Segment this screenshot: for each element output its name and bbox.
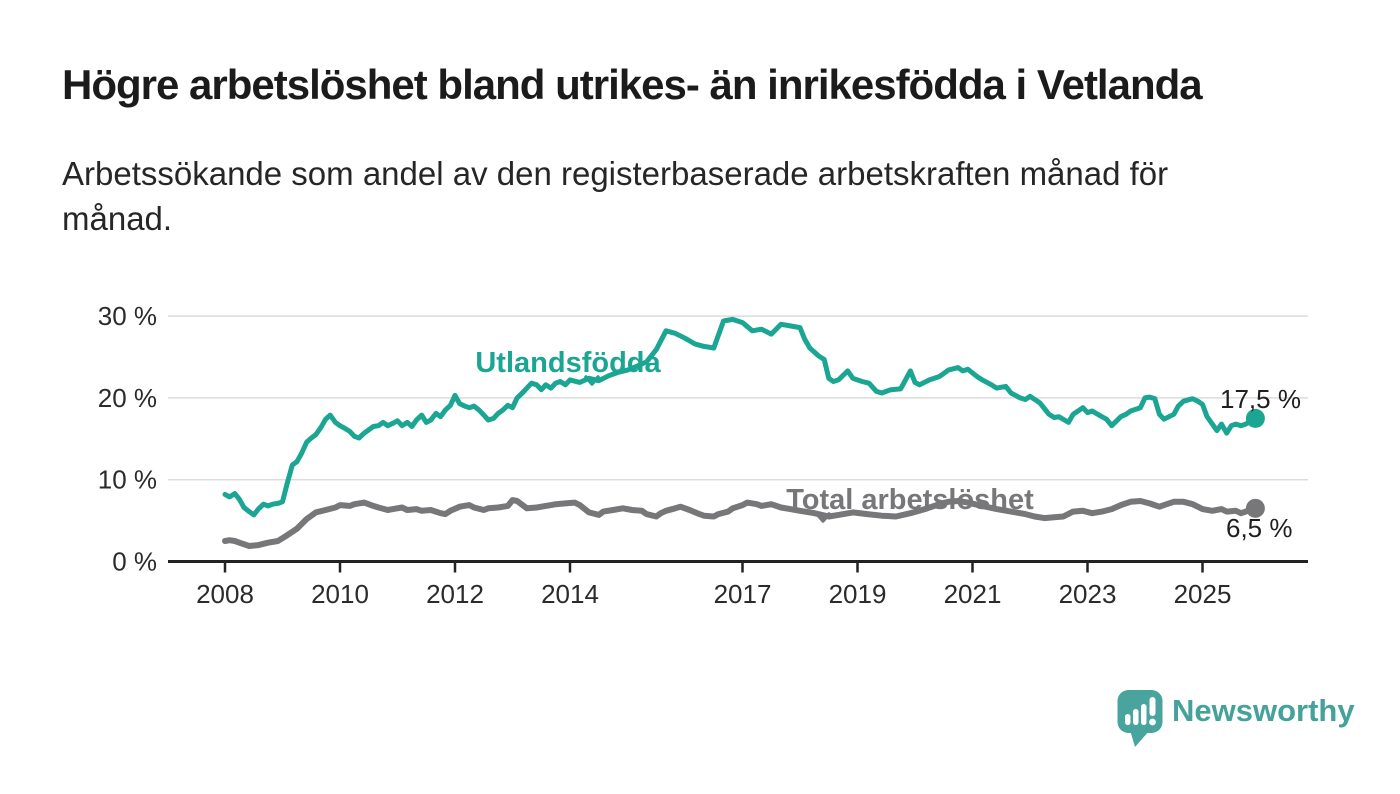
- x-axis-tick-label: 2012: [426, 579, 484, 609]
- x-axis-tick-label: 2008: [196, 579, 254, 609]
- y-axis-tick-label: 10 %: [98, 465, 157, 495]
- y-axis-tick-label: 20 %: [98, 383, 157, 413]
- label-pointer-caret-total: [815, 512, 831, 523]
- x-axis-tick-label: 2019: [829, 579, 887, 609]
- x-axis-tick-label: 2017: [714, 579, 772, 609]
- final-value-label-utlandsfodda: 17,5 %: [1220, 384, 1301, 414]
- end-point-dot-utlandsfodda: [1245, 408, 1265, 428]
- chart-subtitle: Arbetssökande som andel av den registerb…: [62, 155, 1169, 237]
- line-series-total: [222, 497, 1259, 549]
- x-axis-tick-label: 2014: [541, 579, 599, 609]
- y-axis-tick-label: 30 %: [98, 301, 157, 331]
- y-axis-tick-label: 0 %: [112, 547, 157, 577]
- x-axis-tick-label: 2021: [944, 579, 1002, 609]
- x-axis-tick-label: 2023: [1059, 579, 1117, 609]
- page-title: Högre arbetslöshet bland utrikes- än inr…: [62, 61, 1203, 108]
- series-label-utlandsfodda: Utlandsfödda: [475, 347, 661, 379]
- x-axis-tick-label: 2025: [1174, 579, 1232, 609]
- label-pointer-caret-utlandsfodda: [584, 375, 600, 386]
- bar-chart-speech-bubble-icon: [1117, 690, 1163, 747]
- line-series-utlandsfodda: [222, 316, 1258, 518]
- final-value-label-total: 6,5 %: [1226, 513, 1293, 543]
- end-point-dot-total: [1245, 498, 1265, 518]
- newsworthy-wordmark: Newsworthy: [1172, 693, 1355, 728]
- x-axis-tick-label: 2010: [311, 579, 369, 609]
- newsworthy-logo: Newsworthy: [1117, 689, 1355, 749]
- series-label-total-arbetsloshet: Total arbetslöshet: [786, 484, 1034, 516]
